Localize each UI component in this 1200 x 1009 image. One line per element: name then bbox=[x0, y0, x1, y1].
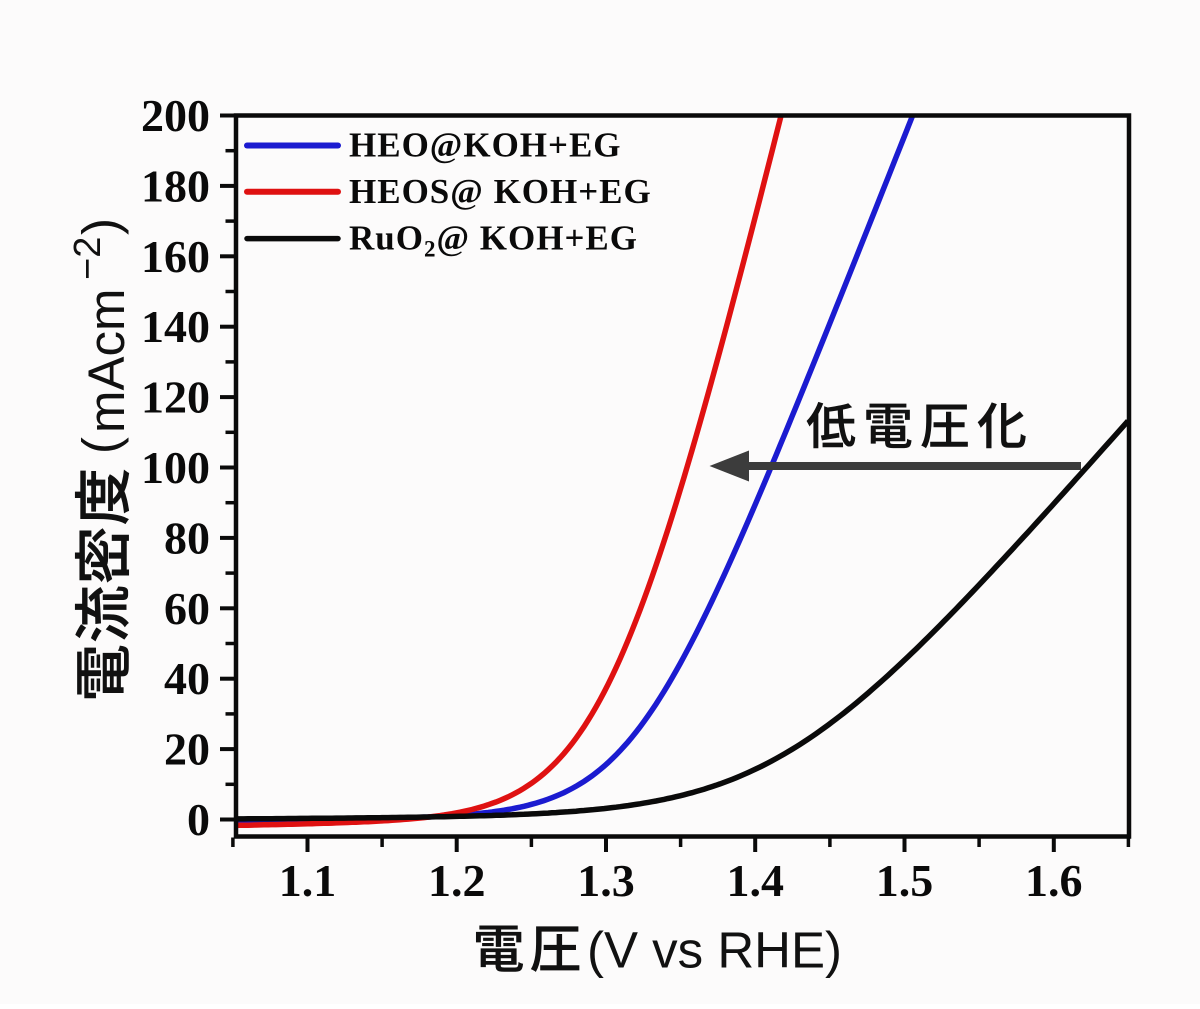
svg-text:160: 160 bbox=[141, 231, 210, 282]
svg-text:HEO@KOH+EG: HEO@KOH+EG bbox=[349, 126, 622, 165]
svg-text:60: 60 bbox=[164, 583, 210, 634]
svg-text:40: 40 bbox=[164, 653, 210, 704]
svg-text:1.6: 1.6 bbox=[1025, 855, 1083, 906]
svg-text:1.4: 1.4 bbox=[726, 855, 784, 906]
svg-text:1.1: 1.1 bbox=[279, 855, 337, 906]
svg-text:1.2: 1.2 bbox=[428, 855, 486, 906]
svg-text:−2: −2 bbox=[67, 237, 109, 280]
svg-text:1.5: 1.5 bbox=[876, 855, 934, 906]
svg-text:(: ( bbox=[72, 437, 129, 454]
svg-text:20: 20 bbox=[164, 724, 210, 775]
svg-text:200: 200 bbox=[141, 90, 210, 141]
svg-text:(V vs RHE): (V vs RHE) bbox=[587, 922, 842, 979]
svg-text:0: 0 bbox=[187, 794, 210, 845]
svg-text:RuO2@ KOH+EG: RuO2@ KOH+EG bbox=[349, 219, 638, 262]
svg-text:120: 120 bbox=[141, 372, 210, 423]
svg-text:HEOS@ KOH+EG: HEOS@ KOH+EG bbox=[349, 172, 652, 211]
svg-text:100: 100 bbox=[141, 442, 210, 493]
svg-text:mAcm: mAcm bbox=[78, 289, 135, 433]
svg-text:1.3: 1.3 bbox=[577, 855, 635, 906]
svg-text:180: 180 bbox=[141, 160, 210, 211]
svg-text:80: 80 bbox=[164, 512, 210, 563]
svg-text:): ) bbox=[72, 218, 129, 235]
svg-text:140: 140 bbox=[141, 301, 210, 352]
